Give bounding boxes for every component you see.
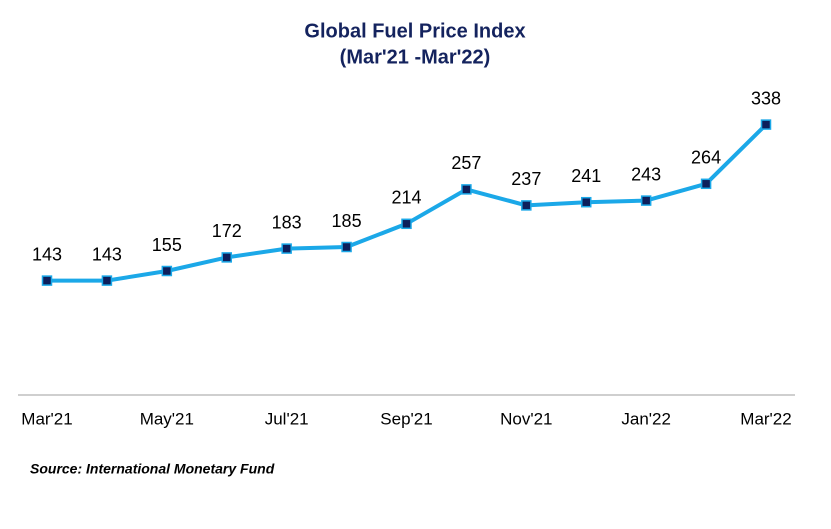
source-note: Source: International Monetary Fund xyxy=(30,461,275,477)
data-label: 143 xyxy=(32,244,62,264)
data-point xyxy=(341,241,352,253)
data-point xyxy=(760,119,772,130)
data-label: 257 xyxy=(451,153,481,173)
chart-title: Global Fuel Price Index xyxy=(304,20,525,42)
data-label: 185 xyxy=(332,211,362,231)
data-point xyxy=(401,218,412,230)
data-label: 214 xyxy=(391,188,421,208)
x-tick-label: Mar'21 xyxy=(21,409,72,428)
x-tick-label: Jan'22 xyxy=(621,409,671,428)
data-label: 264 xyxy=(691,148,721,168)
data-point xyxy=(281,243,292,254)
data-point xyxy=(521,200,532,211)
x-tick-label: Sep'21 xyxy=(380,409,432,428)
data-point xyxy=(41,275,53,286)
x-tick-label: May'21 xyxy=(140,409,194,428)
data-point xyxy=(101,275,113,286)
data-point xyxy=(161,265,173,277)
data-point xyxy=(640,195,652,206)
data-point xyxy=(581,196,592,208)
data-label: 183 xyxy=(272,212,302,232)
data-label: 155 xyxy=(152,235,182,255)
data-point xyxy=(221,252,232,263)
chart-subtitle: (Mar'21 -Mar'22) xyxy=(340,46,491,68)
data-point xyxy=(461,184,472,195)
data-label: 172 xyxy=(212,221,242,241)
data-point xyxy=(700,178,712,190)
data-label: 338 xyxy=(751,88,781,108)
data-label: 241 xyxy=(571,166,601,186)
data-label: 143 xyxy=(92,244,122,264)
data-label: 237 xyxy=(511,169,541,189)
data-label: 243 xyxy=(631,164,661,184)
x-tick-label: Mar'22 xyxy=(740,409,791,428)
x-tick-label: Jul'21 xyxy=(265,409,309,428)
x-tick-label: Nov'21 xyxy=(500,409,552,428)
